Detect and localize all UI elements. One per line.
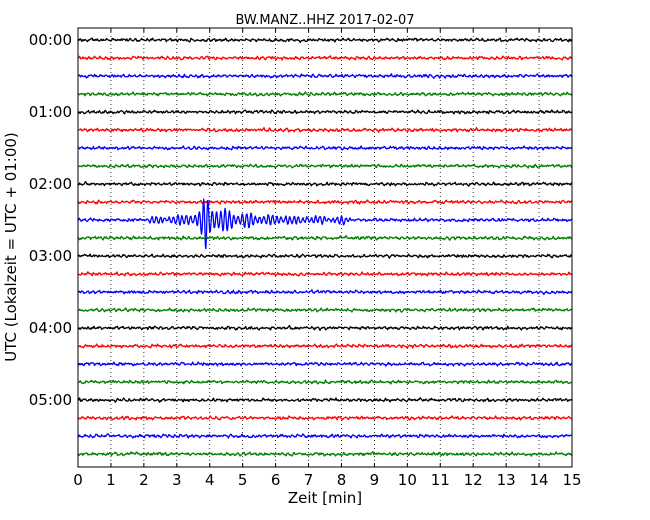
x-tick-label: 12 <box>464 471 483 489</box>
x-tick-label: 3 <box>172 471 182 489</box>
x-tick-label: 0 <box>73 471 83 489</box>
trace-line <box>77 91 573 97</box>
trace-line <box>77 163 573 169</box>
trace-line <box>77 37 573 43</box>
trace-line <box>77 379 573 385</box>
y-tick-label: 00:00 <box>29 31 72 49</box>
x-tick-labels: 0 1 2 3 4 5 6 7 8 9 10 11 12 13 14 15 <box>73 471 581 489</box>
trace-line <box>77 199 573 205</box>
trace-line <box>77 73 573 79</box>
x-tick-label: 14 <box>530 471 549 489</box>
trace-line <box>77 343 573 349</box>
trace-line <box>77 289 573 295</box>
x-tick-label: 9 <box>370 471 380 489</box>
trace-line <box>77 451 573 457</box>
trace-line <box>77 181 573 187</box>
x-tick-label: 7 <box>304 471 314 489</box>
x-tick-label: 11 <box>431 471 450 489</box>
trace-line <box>77 253 573 259</box>
x-tick-label: 8 <box>337 471 347 489</box>
x-tick-label: 2 <box>139 471 149 489</box>
trace-line <box>77 198 573 250</box>
trace-line <box>77 127 573 133</box>
x-tick-label: 1 <box>106 471 116 489</box>
axis-ticks <box>77 28 573 467</box>
trace-line <box>77 324 573 331</box>
y-tick-labels: 00:00 01:00 02:00 03:00 04:00 05:00 <box>29 31 72 409</box>
trace-line <box>77 433 573 439</box>
x-tick-label: 6 <box>271 471 281 489</box>
x-tick-label: 4 <box>205 471 215 489</box>
y-tick-label: 05:00 <box>29 391 72 409</box>
y-tick-label: 01:00 <box>29 103 72 121</box>
chart-title: BW.MANZ..HHZ 2017-02-07 <box>235 13 414 28</box>
trace-line <box>77 415 573 421</box>
trace-line <box>77 109 573 115</box>
plot-frame <box>77 27 573 468</box>
trace-line <box>77 271 573 277</box>
trace-line <box>77 145 573 151</box>
y-tick-label: 03:00 <box>29 247 72 265</box>
x-tick-label: 10 <box>398 471 417 489</box>
y-tick-label: 04:00 <box>29 319 72 337</box>
x-tick-label: 13 <box>497 471 516 489</box>
x-tick-label: 5 <box>238 471 248 489</box>
trace-line <box>77 361 573 367</box>
y-axis-label: UTC (Lokalzeit = UTC + 01:00) <box>2 132 20 362</box>
x-axis-label: Zeit [min] <box>288 489 362 507</box>
trace-line <box>77 235 573 241</box>
trace-line <box>77 55 573 61</box>
seismogram-traces <box>77 37 573 457</box>
y-tick-label: 02:00 <box>29 175 72 193</box>
x-tick-label: 15 <box>562 471 581 489</box>
trace-line <box>77 397 573 403</box>
trace-line <box>77 307 573 313</box>
